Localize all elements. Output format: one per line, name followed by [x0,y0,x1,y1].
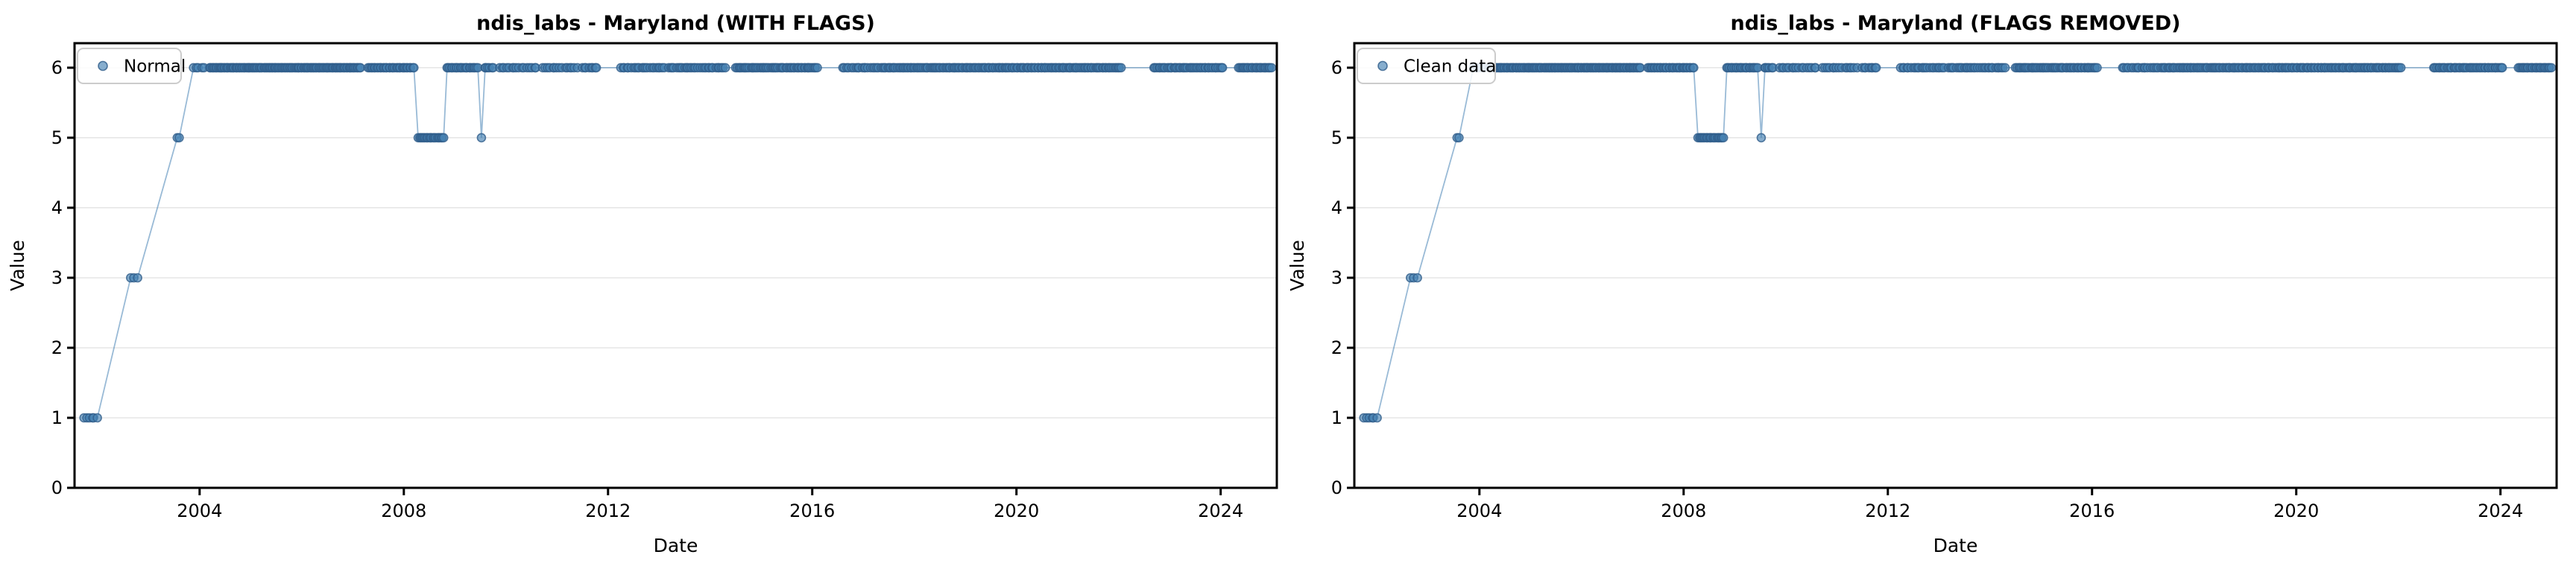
legend-box [77,48,182,84]
data-point [133,273,142,283]
plot-border [1353,42,2558,489]
gridlines [1354,67,2557,419]
axis-ticks: 2004 2008 2012 2016 2020 2024 0 1 2 3 4 5 6 [51,57,1243,521]
data-point [1871,63,1881,73]
x-tick-label: 2004 [177,500,222,521]
axis-ticks: 2004 2008 2012 2016 2020 2024 0 1 2 3 4 5 6 [1331,57,2523,521]
chart-with-flags-svg: 2004 2008 2012 2016 2020 2024 0 1 2 3 4 5 6 ndis_lab… [7,12,1278,556]
data-point [1116,63,1126,73]
data-point [92,413,102,423]
x-tick-label: 2020 [2273,500,2319,521]
x-tick-label: 2008 [381,500,426,521]
y-tick-label: 6 [51,57,63,78]
data-point [2546,63,2557,73]
data-point [720,63,730,73]
y-tick-label: 2 [1331,337,1342,358]
data-point [1217,63,1228,73]
x-tick-label: 2012 [1865,500,1910,521]
y-tick-label: 3 [1331,267,1342,288]
y-tick-label: 5 [51,127,63,148]
data-point [1454,133,1464,143]
data-point [1266,63,1277,73]
x-axis-label: Date [654,535,698,556]
data-point [476,133,487,143]
data-point [174,133,184,143]
chart-flags-removed: 2004 2008 2012 2016 2020 2024 0 1 2 3 4 5 6 ndis_lab… [1288,0,2576,572]
legend-label: Normal [124,57,186,77]
data-point [812,63,822,73]
y-tick-label: 0 [51,477,63,498]
trend-line [83,67,1272,419]
x-tick-label: 2016 [2069,500,2115,521]
data-point [1412,273,1422,283]
x-tick-label: 2024 [2478,500,2523,521]
data-point [438,133,449,143]
data-point [1756,133,1767,143]
x-tick-label: 2008 [1661,500,1706,521]
chart-title: ndis_labs - Maryland (FLAGS REMOVED) [1731,12,2181,35]
y-tick-label: 2 [51,337,63,358]
y-tick-label: 0 [1331,477,1342,498]
y-tick-label: 3 [51,267,63,288]
gridlines [75,67,1277,419]
data-point [1688,63,1699,73]
y-tick-label: 4 [1331,197,1342,218]
data-point [356,63,365,73]
x-tick-label: 2024 [1198,500,1243,521]
y-tick-label: 4 [51,197,63,218]
scatter-series [79,63,1277,423]
legend-marker-icon [98,60,108,72]
chart-title: ndis_labs - Maryland (WITH FLAGS) [476,12,875,35]
x-tick-label: 2004 [1456,500,1502,521]
legend: Normal [77,48,186,84]
legend-box [1357,48,1496,84]
y-axis-label: Value [7,240,28,291]
chart-flags-removed-svg: 2004 2008 2012 2016 2020 2024 0 1 2 3 4 5 6 ndis_lab… [1288,12,2558,556]
x-tick-label: 2020 [994,500,1039,521]
data-point [2092,63,2102,73]
trend-line [1363,67,2551,419]
data-point [2000,63,2010,73]
chart-with-flags: 2004 2008 2012 2016 2020 2024 0 1 2 3 4 5 6 ndis_lab… [7,12,1278,556]
scatter-series [1359,63,2557,423]
data-point [408,63,419,73]
data-point [2396,63,2406,73]
y-tick-label: 1 [51,407,63,428]
data-point [1372,413,1382,423]
data-point [2497,63,2507,73]
y-tick-label: 5 [1331,127,1342,148]
legend-marker-icon [1377,60,1388,72]
x-tick-label: 2012 [585,500,631,521]
y-axis-label: Value [1288,240,1308,291]
legend: Clean data [1357,48,1496,84]
x-tick-label: 2016 [789,500,835,521]
plot-border [73,42,1278,489]
legend-label: Clean data [1404,57,1496,77]
y-tick-label: 1 [1331,407,1342,428]
y-tick-label: 6 [1331,57,1342,78]
x-axis-label: Date [1933,535,1978,556]
data-point [591,63,602,73]
data-point [1718,133,1729,143]
data-point [1635,63,1645,73]
